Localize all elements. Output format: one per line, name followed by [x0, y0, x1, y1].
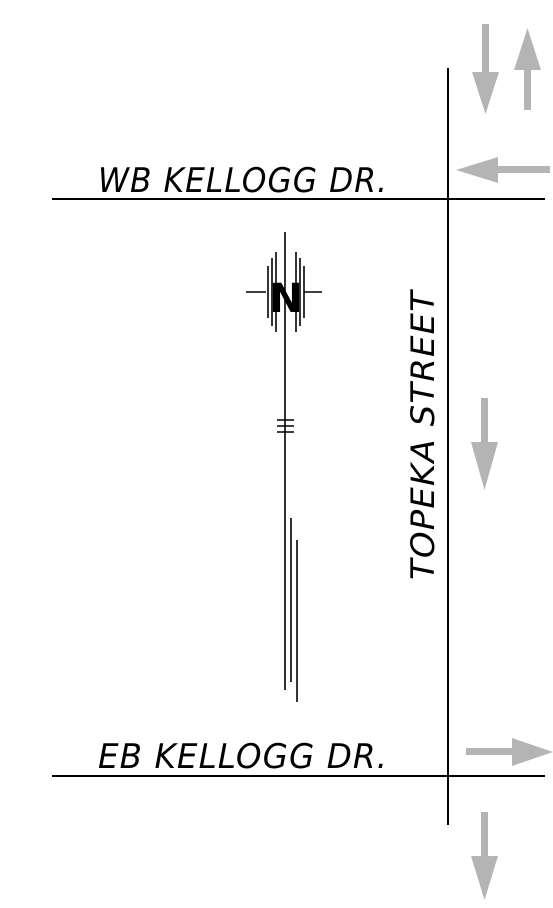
arrow-down-icon — [472, 24, 499, 114]
traffic-arrows — [456, 24, 553, 900]
eb-kellogg-label: EB KELLOGG DR. — [98, 737, 388, 777]
topeka-street-label: TOPEKA STREET — [404, 288, 442, 580]
arrow-down-icon — [471, 398, 498, 490]
arrow-down-icon — [471, 812, 498, 900]
wb-kellogg-label: WB KELLOGG DR. — [98, 161, 388, 201]
north-letter: N — [269, 276, 302, 322]
north-arrow: N — [246, 232, 322, 702]
arrow-up-icon — [514, 28, 541, 110]
arrow-left-icon — [456, 157, 550, 183]
arrow-right-icon — [466, 738, 553, 766]
